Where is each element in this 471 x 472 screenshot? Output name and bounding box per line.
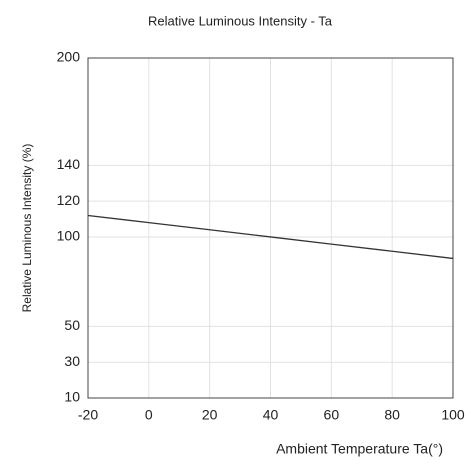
y-axis-label: Relative Luminous Intensity (%) <box>20 144 34 313</box>
x-tick-label: 60 <box>324 407 340 423</box>
y-tick-label: 10 <box>64 389 80 405</box>
x-tick-label: 20 <box>202 407 218 423</box>
y-tick-label: 50 <box>64 317 80 333</box>
x-tick-label: 80 <box>384 407 400 423</box>
x-tick-label: 0 <box>145 407 153 423</box>
x-axis-label: Ambient Temperature Ta(°) <box>276 441 443 457</box>
y-tick-label: 100 <box>57 228 81 244</box>
y-tick-label: 30 <box>64 353 80 369</box>
x-tick-label: -20 <box>78 407 98 423</box>
chart-title: Relative Luminous Intensity - Ta <box>148 13 333 28</box>
data-line <box>87 214 454 260</box>
y-tick-label: 200 <box>57 49 81 65</box>
x-tick-label: 100 <box>441 407 465 423</box>
y-tick-label: 120 <box>57 192 81 208</box>
x-tick-label: 40 <box>263 407 279 423</box>
y-tick-label: 140 <box>57 156 81 172</box>
plot-frame <box>87 57 454 399</box>
